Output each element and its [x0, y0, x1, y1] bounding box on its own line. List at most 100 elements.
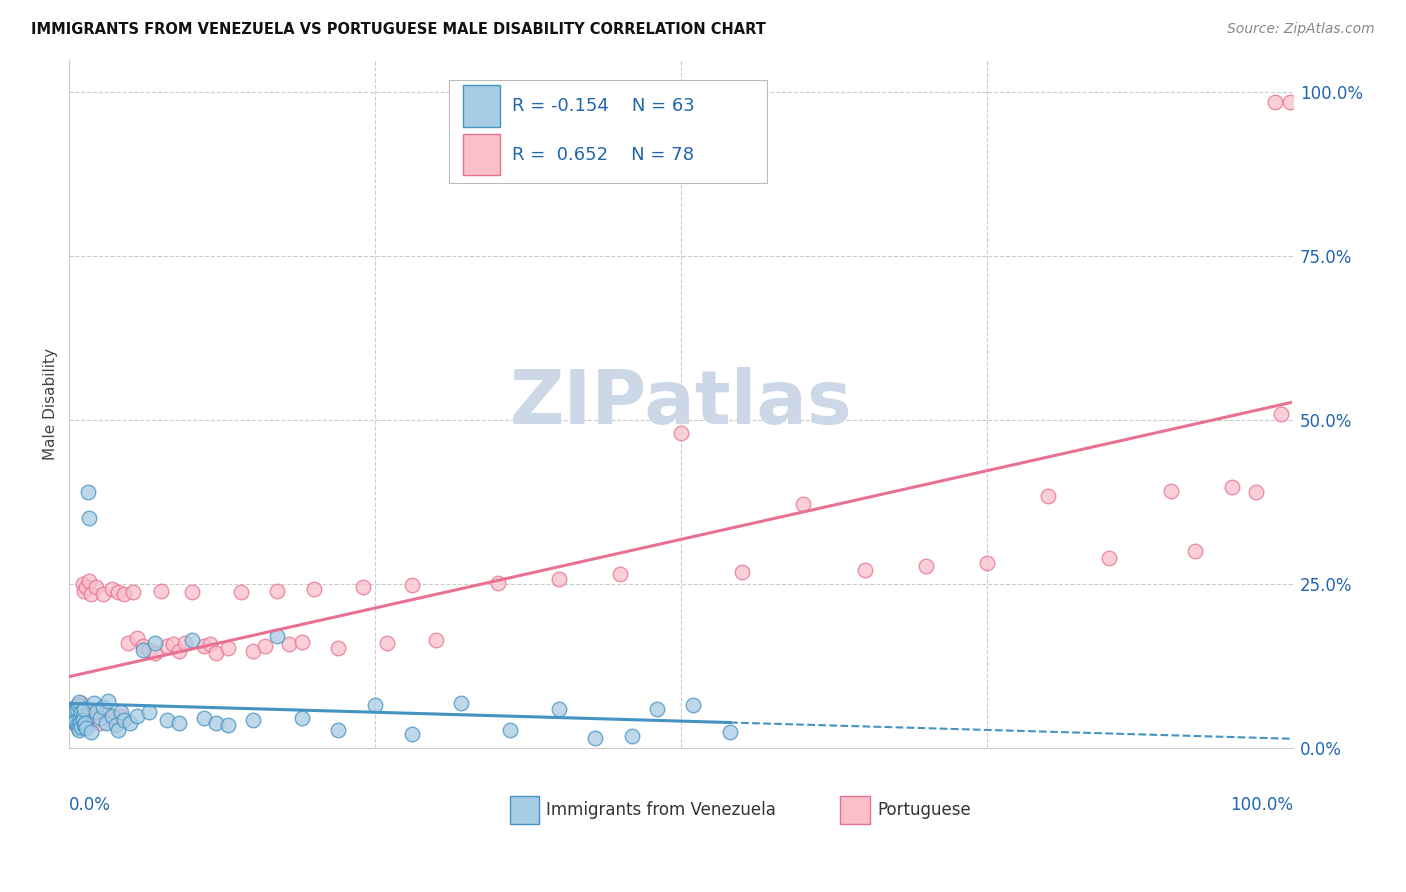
- Point: [75, 721, 97, 735]
- Point: [143, 636, 166, 650]
- Point: [63, 706, 86, 721]
- Text: Portuguese: Portuguese: [877, 801, 970, 819]
- Point: [169, 716, 191, 731]
- Point: [72, 709, 94, 723]
- Point: [180, 632, 202, 647]
- Point: [1244, 485, 1267, 500]
- Point: [377, 636, 399, 650]
- Point: [1184, 544, 1206, 558]
- Point: [180, 585, 202, 599]
- Point: [193, 640, 215, 654]
- Point: [853, 563, 876, 577]
- Point: [328, 723, 350, 737]
- Point: [66, 698, 89, 713]
- Point: [67, 698, 90, 713]
- Point: [75, 705, 97, 719]
- Point: [104, 718, 127, 732]
- Point: [120, 716, 142, 731]
- Point: [65, 700, 87, 714]
- Text: Immigrants from Venezuela: Immigrants from Venezuela: [547, 801, 776, 819]
- Point: [131, 640, 153, 654]
- Point: [83, 697, 105, 711]
- Point: [253, 640, 276, 654]
- Point: [1098, 550, 1121, 565]
- Point: [450, 697, 472, 711]
- Point: [89, 716, 111, 731]
- Point: [62, 705, 84, 719]
- Point: [101, 709, 124, 723]
- Point: [94, 716, 117, 731]
- Point: [70, 697, 93, 711]
- Point: [65, 703, 87, 717]
- Point: [217, 641, 239, 656]
- Point: [65, 714, 87, 729]
- Point: [242, 644, 264, 658]
- Point: [104, 711, 127, 725]
- Point: [1279, 95, 1302, 110]
- Point: [67, 695, 90, 709]
- Point: [125, 631, 148, 645]
- Point: [731, 566, 754, 580]
- Point: [69, 714, 91, 729]
- Point: [107, 585, 129, 599]
- Text: 0.0%: 0.0%: [69, 797, 111, 814]
- Point: [609, 567, 631, 582]
- Point: [72, 714, 94, 728]
- Text: 100.0%: 100.0%: [1230, 797, 1294, 814]
- Point: [401, 578, 423, 592]
- FancyBboxPatch shape: [841, 797, 869, 823]
- Point: [66, 718, 89, 732]
- Point: [278, 637, 301, 651]
- Point: [97, 694, 120, 708]
- FancyBboxPatch shape: [449, 80, 766, 184]
- Point: [1264, 95, 1286, 110]
- Point: [107, 723, 129, 737]
- Point: [76, 711, 98, 725]
- Point: [302, 582, 325, 597]
- Point: [94, 706, 117, 721]
- Point: [65, 709, 87, 723]
- Text: IMMIGRANTS FROM VENEZUELA VS PORTUGUESE MALE DISABILITY CORRELATION CHART: IMMIGRANTS FROM VENEZUELA VS PORTUGUESE …: [31, 22, 766, 37]
- Point: [112, 587, 135, 601]
- Point: [547, 572, 569, 586]
- Point: [62, 711, 84, 725]
- Point: [121, 585, 143, 599]
- Point: [547, 701, 569, 715]
- Point: [425, 632, 447, 647]
- Point: [229, 585, 252, 599]
- Point: [150, 583, 173, 598]
- Point: [69, 716, 91, 731]
- Point: [84, 705, 107, 719]
- Point: [792, 497, 814, 511]
- Point: [80, 587, 103, 601]
- Point: [69, 711, 91, 725]
- Point: [914, 558, 936, 573]
- Point: [143, 646, 166, 660]
- Point: [1160, 483, 1182, 498]
- Point: [62, 711, 84, 725]
- Text: R = -0.154    N = 63: R = -0.154 N = 63: [512, 97, 695, 115]
- Point: [63, 709, 86, 723]
- Point: [76, 485, 98, 500]
- Point: [70, 721, 93, 735]
- Point: [328, 641, 350, 656]
- Point: [217, 718, 239, 732]
- Point: [583, 731, 606, 745]
- Point: [156, 640, 179, 654]
- Point: [59, 706, 82, 721]
- Point: [75, 580, 97, 594]
- Point: [125, 709, 148, 723]
- Point: [93, 700, 115, 714]
- Point: [131, 642, 153, 657]
- Point: [156, 714, 179, 728]
- Point: [718, 724, 741, 739]
- Point: [73, 583, 96, 598]
- Point: [112, 714, 135, 728]
- Point: [62, 705, 84, 719]
- Point: [205, 646, 228, 660]
- Point: [77, 574, 100, 588]
- Point: [60, 708, 83, 723]
- Point: [198, 637, 221, 651]
- Point: [65, 718, 87, 732]
- Point: [266, 630, 288, 644]
